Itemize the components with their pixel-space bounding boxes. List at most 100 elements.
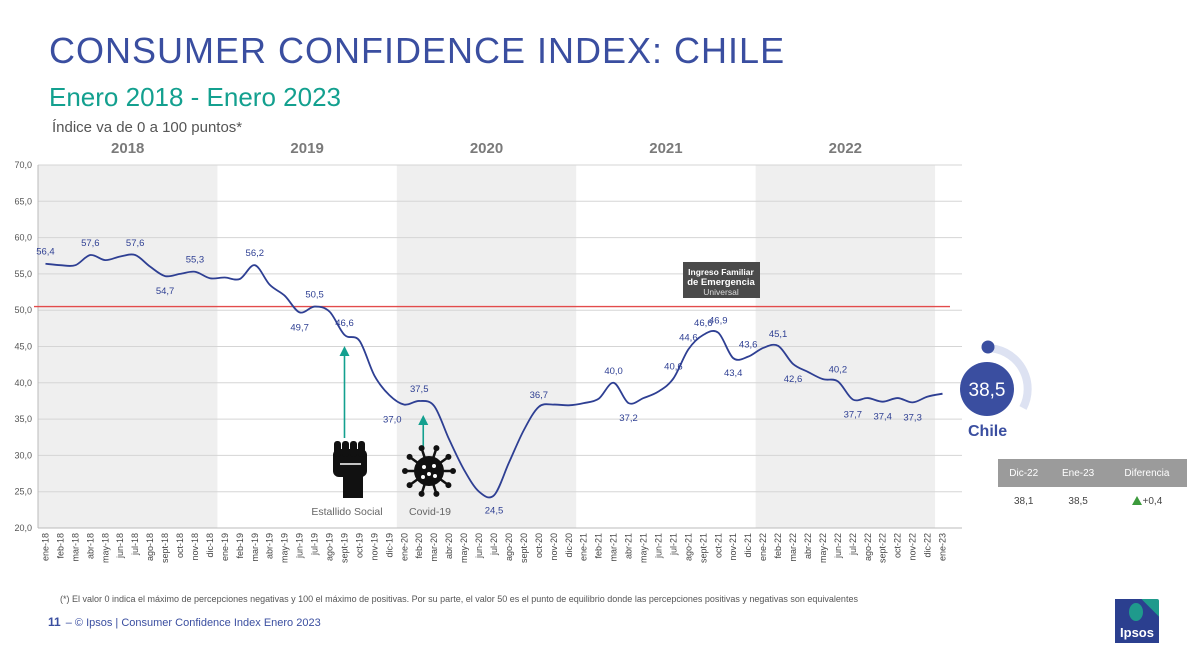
x-tick-label: ago-18 bbox=[145, 533, 155, 561]
data-label: 40,6 bbox=[664, 361, 683, 372]
ife-line: Universal bbox=[703, 287, 739, 297]
data-label: 42,6 bbox=[784, 374, 803, 385]
x-tick-label: dic-20 bbox=[564, 533, 574, 558]
gauge-marker bbox=[981, 340, 995, 354]
data-label: 57,6 bbox=[126, 238, 145, 249]
x-tick-label: abr-18 bbox=[85, 533, 95, 559]
x-tick-label: ene-21 bbox=[579, 533, 589, 561]
virus-icon bbox=[402, 445, 456, 497]
y-tick-label: 20,0 bbox=[14, 523, 32, 533]
annotation-label: Estallido Social bbox=[311, 506, 382, 518]
y-tick-label: 25,0 bbox=[14, 487, 32, 497]
virus-spike-tip bbox=[433, 490, 440, 497]
x-tick-label: jun-21 bbox=[653, 533, 663, 559]
data-label: 37,5 bbox=[410, 384, 429, 395]
footer-text: © Ipsos | Consumer Confidence Index Ener… bbox=[74, 617, 321, 629]
ipsos-logo: Ipsos bbox=[1115, 599, 1159, 643]
x-tick-label: jul-18 bbox=[130, 533, 140, 556]
x-tick-label: ago-19 bbox=[325, 533, 335, 561]
data-label: 37,2 bbox=[619, 413, 638, 424]
data-label: 40,0 bbox=[604, 366, 623, 377]
virus-spike-tip bbox=[445, 482, 452, 489]
x-tick-label: jul-19 bbox=[310, 533, 320, 556]
x-tick-label: dic-21 bbox=[743, 533, 753, 558]
annotation-label: Covid-19 bbox=[409, 506, 451, 518]
footer: 11 – © Ipsos | Consumer Confidence Index… bbox=[48, 615, 321, 629]
x-tick-label: feb-20 bbox=[414, 533, 424, 559]
x-tick-label: ago-20 bbox=[504, 533, 514, 561]
y-tick-label: 30,0 bbox=[14, 450, 32, 460]
x-tick-label: jul-20 bbox=[489, 533, 499, 556]
year-label: 2019 bbox=[290, 140, 323, 157]
fist-wrist bbox=[343, 471, 363, 498]
data-label: 40,2 bbox=[829, 364, 848, 375]
virus-spike-tip bbox=[418, 445, 425, 452]
x-tick-label: ene-18 bbox=[40, 533, 50, 561]
data-label: 37,7 bbox=[844, 409, 863, 420]
x-tick-label: sept-18 bbox=[160, 533, 170, 563]
up-arrow-icon bbox=[1131, 495, 1142, 505]
data-label: 24,5 bbox=[485, 505, 504, 516]
y-tick-label: 65,0 bbox=[14, 196, 32, 206]
y-tick-label: 55,0 bbox=[14, 269, 32, 279]
x-tick-label: may-19 bbox=[280, 533, 290, 563]
x-tick-label: jun-18 bbox=[115, 533, 125, 559]
x-tick-label: ene-19 bbox=[220, 533, 230, 561]
virus-spot bbox=[433, 474, 437, 478]
ife-line: de Emergencia bbox=[687, 277, 755, 288]
table-header-dic22: Dic-22 bbox=[998, 459, 1050, 487]
table-header-diferencia: Diferencia bbox=[1106, 459, 1187, 487]
x-tick-label: may-21 bbox=[639, 533, 649, 563]
virus-spike-tip bbox=[406, 453, 413, 460]
data-label: 37,0 bbox=[383, 415, 402, 426]
data-label: 46,9 bbox=[709, 316, 728, 327]
x-tick-label: oct-20 bbox=[534, 533, 544, 558]
virus-spike-tip bbox=[406, 482, 413, 489]
x-tick-label: sept-20 bbox=[519, 533, 529, 563]
y-tick-label: 45,0 bbox=[14, 342, 32, 352]
data-label: 46,6 bbox=[335, 318, 354, 329]
x-tick-label: feb-22 bbox=[773, 533, 783, 559]
data-label: 43,6 bbox=[739, 340, 758, 351]
difference-value: +0,4 bbox=[1142, 495, 1163, 507]
gauge-value: 38,5 bbox=[969, 380, 1006, 401]
gauge-label: Chile bbox=[968, 423, 1008, 440]
x-tick-label: mar-19 bbox=[250, 533, 260, 562]
x-tick-label: ene-22 bbox=[758, 533, 768, 561]
x-tick-label: jul-21 bbox=[668, 533, 678, 556]
x-tick-label: mar-18 bbox=[70, 533, 80, 562]
y-tick-label: 70,0 bbox=[14, 160, 32, 170]
y-tick-label: 40,0 bbox=[14, 378, 32, 388]
x-tick-label: nov-19 bbox=[369, 533, 379, 561]
x-tick-label: jun-20 bbox=[474, 533, 484, 559]
gauge-track bbox=[986, 344, 1032, 410]
ife-logo-bg bbox=[683, 262, 760, 298]
x-tick-label: mar-21 bbox=[609, 533, 619, 562]
logo-text: Ipsos bbox=[1120, 625, 1154, 640]
x-tick-label: nov-21 bbox=[728, 533, 738, 561]
scale-note: Índice va de 0 a 100 puntos* bbox=[52, 119, 243, 136]
x-tick-label: feb-18 bbox=[55, 533, 65, 559]
x-tick-label: ene-20 bbox=[399, 533, 409, 561]
x-tick-label: abr-20 bbox=[444, 533, 454, 559]
table-header-ene23: Ene-23 bbox=[1049, 459, 1107, 487]
x-tick-label: nov-20 bbox=[549, 533, 559, 561]
x-tick-label: jun-22 bbox=[833, 533, 843, 559]
logo-head bbox=[1129, 603, 1143, 621]
page-subtitle: Enero 2018 - Enero 2023 bbox=[49, 82, 341, 112]
table-cell-dic22: 38,1 bbox=[1013, 495, 1034, 507]
year-label: 2021 bbox=[649, 140, 682, 157]
data-label: 56,2 bbox=[246, 248, 265, 259]
fist-finger bbox=[334, 441, 341, 457]
year-label: 2022 bbox=[829, 140, 862, 157]
x-tick-label: oct-18 bbox=[175, 533, 185, 558]
fist-finger bbox=[358, 441, 365, 457]
fist-body bbox=[333, 449, 367, 477]
x-tick-label: sept-22 bbox=[878, 533, 888, 563]
y-tick-label: 50,0 bbox=[14, 305, 32, 315]
data-label: 44,6 bbox=[679, 332, 698, 343]
x-tick-label: may-20 bbox=[459, 533, 469, 563]
x-tick-label: ago-22 bbox=[863, 533, 873, 561]
x-tick-label: abr-19 bbox=[265, 533, 275, 559]
